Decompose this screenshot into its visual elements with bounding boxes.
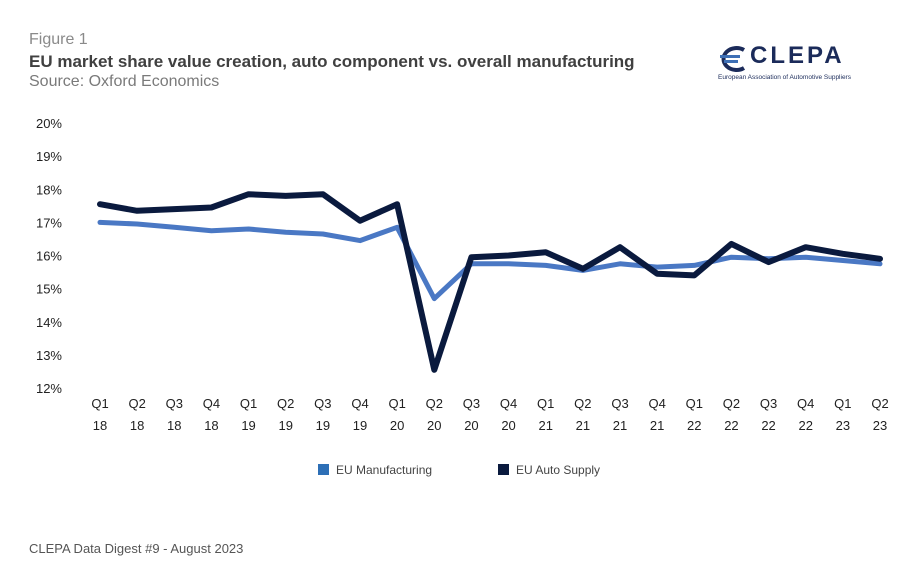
y-tick-label: 18%	[36, 182, 62, 197]
x-tick-label-year: 23	[836, 418, 850, 433]
x-tick-label-year: 18	[204, 418, 218, 433]
x-tick-label-year: 22	[724, 418, 738, 433]
logo-subtitle: European Association of Automotive Suppl…	[718, 74, 851, 81]
series-line-eu-auto-supply	[97, 191, 883, 373]
x-tick-label-quarter: Q2	[277, 396, 294, 411]
x-tick-label-year: 20	[501, 418, 515, 433]
legend: EU Manufacturing EU Auto Supply	[318, 463, 600, 477]
x-tick-label-year: 18	[130, 418, 144, 433]
x-tick-label-year: 19	[353, 418, 367, 433]
x-tick-label-year: 20	[427, 418, 441, 433]
logo-wordmark: CLEPA	[750, 42, 845, 69]
x-tick-label-year: 20	[464, 418, 478, 433]
x-tick-label-quarter: Q3	[314, 396, 331, 411]
legend-swatch	[498, 464, 509, 475]
figure-label: Figure 1	[29, 31, 88, 48]
x-tick-label-quarter: Q4	[797, 396, 814, 411]
x-tick-label-quarter: Q3	[463, 396, 480, 411]
x-tick-label-quarter: Q1	[686, 396, 703, 411]
x-tick-label-quarter: Q1	[537, 396, 554, 411]
x-tick-label-year: 22	[798, 418, 812, 433]
x-tick-label-quarter: Q2	[128, 396, 145, 411]
x-tick-label-quarter: Q1	[91, 396, 108, 411]
x-tick-label-quarter: Q3	[760, 396, 777, 411]
clepa-logo: CLEPA European Association of Automotive…	[714, 42, 874, 86]
x-tick-label-quarter: Q2	[723, 396, 740, 411]
y-tick-label: 19%	[36, 149, 62, 164]
x-tick-label-quarter: Q4	[203, 396, 220, 411]
y-tick-label: 13%	[36, 348, 62, 363]
y-axis: 20% 19% 18% 17% 16% 15% 14% 13% 12%	[36, 116, 62, 396]
y-tick-label: 17%	[36, 215, 62, 230]
x-tick-label-quarter: Q1	[388, 396, 405, 411]
x-tick-label-year: 19	[316, 418, 330, 433]
x-tick-label-quarter: Q2	[426, 396, 443, 411]
x-tick-label-quarter: Q3	[166, 396, 183, 411]
y-tick-label: 20%	[36, 116, 62, 131]
x-tick-label-quarter: Q4	[500, 396, 517, 411]
x-tick-label-quarter: Q3	[611, 396, 628, 411]
line-chart: 20% 19% 18% 17% 16% 15% 14% 13% 12% Q1 18 Q2 18 Q3 18…	[36, 116, 889, 477]
x-tick-label-quarter: Q4	[648, 396, 665, 411]
clepa-logo-icon	[720, 46, 746, 72]
x-tick-label-year: 22	[687, 418, 701, 433]
x-tick-label-quarter: Q1	[240, 396, 257, 411]
x-axis: Q1 18 Q2 18 Q3 18 Q4 18 Q1 19 Q2 19 Q3 19 Q4 19 Q1 20 Q2 20…	[91, 396, 888, 433]
legend-label: EU Manufacturing	[336, 463, 432, 477]
y-tick-label: 15%	[36, 282, 62, 297]
x-tick-label-quarter: Q1	[834, 396, 851, 411]
footer-text: CLEPA Data Digest #9 - August 2023	[29, 541, 244, 556]
x-tick-label-year: 21	[576, 418, 590, 433]
x-tick-label-year: 19	[241, 418, 255, 433]
x-tick-label-year: 19	[278, 418, 292, 433]
y-tick-label: 16%	[36, 249, 62, 264]
x-tick-label-quarter: Q4	[351, 396, 368, 411]
x-tick-label-quarter: Q2	[871, 396, 888, 411]
x-tick-label-year: 20	[390, 418, 404, 433]
x-tick-label-year: 21	[650, 418, 664, 433]
x-tick-label-year: 22	[761, 418, 775, 433]
x-tick-label-year: 18	[167, 418, 181, 433]
series-line-eu-manufacturing	[97, 219, 883, 302]
x-tick-label-year: 21	[613, 418, 627, 433]
x-tick-label-year: 18	[93, 418, 107, 433]
legend-label: EU Auto Supply	[516, 463, 600, 477]
legend-swatch	[318, 464, 329, 475]
series-lines	[97, 191, 883, 373]
x-tick-label-quarter: Q2	[574, 396, 591, 411]
chart-title: EU market share value creation, auto com…	[29, 52, 635, 71]
chart-source: Source: Oxford Economics	[29, 73, 220, 90]
x-tick-label-year: 23	[873, 418, 887, 433]
y-tick-label: 14%	[36, 315, 62, 330]
x-tick-label-year: 21	[538, 418, 552, 433]
y-tick-label: 12%	[36, 381, 62, 396]
